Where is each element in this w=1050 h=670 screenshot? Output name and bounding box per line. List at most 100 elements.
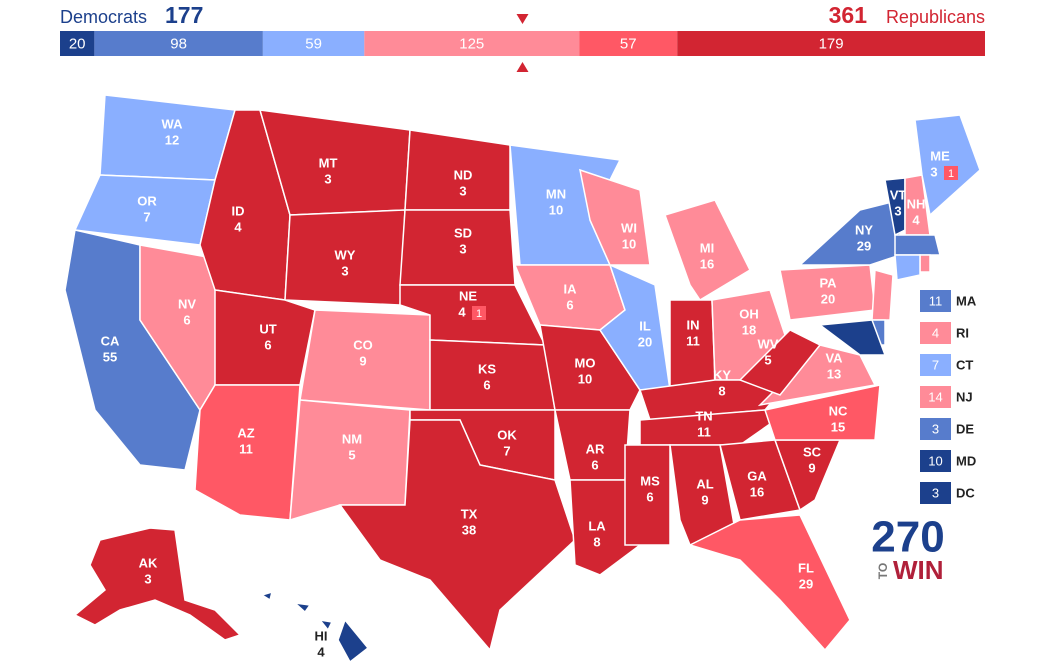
bar-segment	[262, 31, 365, 56]
inset-label: DE	[956, 421, 974, 436]
district-box	[472, 306, 486, 320]
bar-segment	[60, 31, 95, 56]
marker-bottom	[516, 62, 529, 72]
state-label: MN	[546, 186, 566, 201]
state-label: VT	[890, 187, 907, 202]
state-shape	[798, 199, 901, 266]
state-label: MI	[700, 240, 714, 255]
state-label: OH	[739, 306, 759, 321]
bar-label: 59	[305, 35, 322, 52]
state-shape	[664, 199, 751, 302]
logo-number: 270	[871, 513, 944, 562]
rep-total: 361	[829, 2, 868, 28]
district-ev: 1	[476, 308, 482, 320]
state-ev: 6	[591, 457, 598, 472]
state-ev: 20	[821, 291, 835, 306]
state-ev: 7	[143, 209, 150, 224]
inset-ev: 4	[932, 325, 939, 340]
bar-label: 179	[819, 35, 844, 52]
state-shape	[818, 319, 887, 356]
inset-ev: 3	[932, 485, 939, 500]
state-ev: 6	[566, 297, 573, 312]
state-label: ID	[232, 203, 245, 218]
state-ev: 4	[912, 212, 920, 227]
state-shape	[919, 254, 931, 273]
state-label: UT	[259, 321, 276, 336]
state-ev: 8	[718, 383, 725, 398]
state-label: AZ	[237, 425, 254, 440]
dem-total: 177	[165, 2, 203, 28]
ev-bar: 20 98 59 125 57 179	[60, 14, 985, 72]
logo: 270 TO WIN	[871, 513, 944, 585]
inset-ev: 3	[932, 421, 939, 436]
state-shape	[260, 590, 370, 664]
bar-label: 57	[620, 35, 637, 52]
inset-ev: 14	[928, 389, 942, 404]
state-ev: 13	[827, 366, 841, 381]
inset-label: RI	[956, 325, 969, 340]
state-ev: 15	[831, 419, 845, 434]
logo-win: WIN	[893, 555, 944, 585]
state-label: TX	[461, 506, 478, 521]
bar-label: 98	[170, 35, 187, 52]
inset-swatch	[920, 322, 951, 344]
bar-segment	[364, 31, 580, 56]
state-label: ME	[930, 148, 950, 163]
state-ev: 3	[930, 164, 937, 179]
state-label: ND	[454, 167, 473, 182]
district-box	[944, 166, 958, 180]
state-shape	[639, 409, 793, 446]
inset-swatch	[920, 290, 951, 312]
state-shape	[914, 114, 981, 217]
inset-ev: 10	[928, 453, 942, 468]
bar-segment	[94, 31, 263, 56]
state-label: WI	[621, 220, 637, 235]
state-ev: 29	[799, 576, 813, 591]
state-label: MS	[640, 473, 660, 488]
state-label: AK	[139, 555, 158, 570]
state-ev: 5	[348, 447, 355, 462]
state-ev: 29	[857, 238, 871, 253]
logo-to: TO	[876, 563, 890, 579]
inset-swatch	[920, 482, 951, 504]
state-label: CA	[101, 333, 120, 348]
state-ev: 3	[894, 203, 901, 218]
state-ev: 55	[103, 349, 117, 364]
state-label: KS	[478, 361, 496, 376]
state-ev: 3	[144, 571, 151, 586]
state-shape	[687, 514, 851, 652]
rep-label: Republicans	[886, 7, 985, 27]
state-shape	[539, 324, 641, 411]
state-ev: 9	[701, 492, 708, 507]
state-label: SC	[803, 444, 822, 459]
state-shape	[764, 384, 881, 441]
inset-swatch	[920, 450, 951, 472]
state-label: NV	[178, 296, 196, 311]
state-label: GA	[747, 468, 767, 483]
marker-top	[516, 14, 529, 24]
state-ev: 12	[165, 132, 179, 147]
inset-label: DC	[956, 485, 975, 500]
state-label: WV	[758, 336, 779, 351]
inset-label: MD	[956, 453, 976, 468]
dem-label: Democrats	[60, 7, 147, 27]
state-label: IN	[687, 317, 700, 332]
inset-swatch	[920, 418, 951, 440]
inset-label: CT	[956, 357, 973, 372]
state-label: MO	[575, 355, 596, 370]
state-label: PA	[819, 275, 837, 290]
state-shape	[569, 479, 641, 576]
state-label: IA	[564, 281, 578, 296]
state-label: IL	[639, 318, 651, 333]
state-label: FL	[798, 560, 814, 575]
state-shape	[624, 444, 671, 546]
state-ev: 11	[686, 333, 700, 348]
district-ev: 1	[948, 168, 954, 180]
state-ev: 38	[462, 522, 476, 537]
bar-segment	[579, 31, 678, 56]
state-label: OK	[497, 427, 517, 442]
state-ev: 10	[549, 202, 563, 217]
state-ev: 7	[503, 443, 510, 458]
inset-label: MA	[956, 293, 977, 308]
